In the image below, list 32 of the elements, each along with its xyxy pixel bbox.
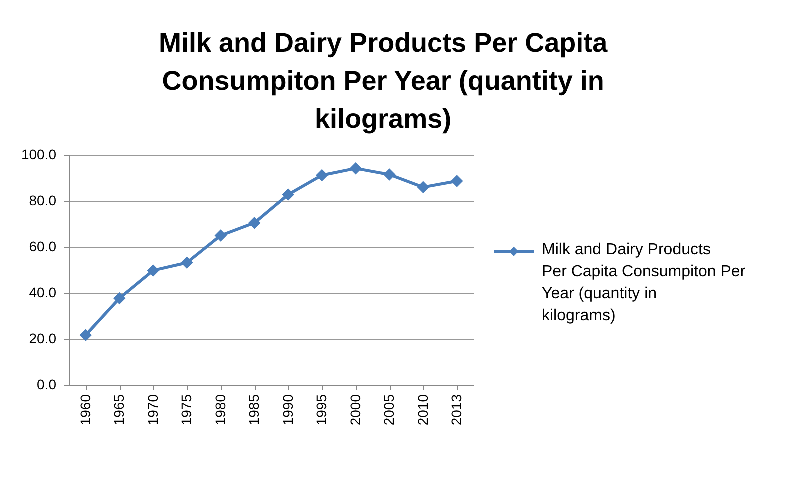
y-tick-label: 100.0 xyxy=(21,146,57,162)
point xyxy=(316,169,328,182)
x-tick-label: 1975 xyxy=(178,394,195,426)
y-tick-label: 20.0 xyxy=(29,330,57,346)
y-tick-label: 80.0 xyxy=(29,192,57,208)
x-tick-label: 2013 xyxy=(448,394,465,426)
point xyxy=(350,162,362,175)
x-tick-label: 1980 xyxy=(212,394,228,426)
point xyxy=(147,264,160,277)
x-tick-label: 1965 xyxy=(111,394,128,426)
x-tick-label: 1960 xyxy=(77,394,94,426)
point xyxy=(214,230,227,242)
point xyxy=(114,292,126,305)
point xyxy=(417,181,430,194)
x-tick-label: 2000 xyxy=(347,394,364,426)
x-tick-label: 1990 xyxy=(280,394,296,426)
y-tick-label: 60.0 xyxy=(29,238,57,254)
point xyxy=(248,216,261,230)
x-tick-label: 2005 xyxy=(381,394,398,426)
legend-label: Milk and Dairy Products Per Capita Consumpiton Per Year (quantity in kilograms) xyxy=(542,242,746,325)
y-tick-label: 40.0 xyxy=(29,284,57,300)
point xyxy=(451,175,464,188)
point xyxy=(80,329,92,342)
x-tick-label: 1985 xyxy=(246,394,262,426)
point xyxy=(181,256,194,269)
y-tick-label: 0.0 xyxy=(37,376,57,392)
point xyxy=(282,188,294,201)
point xyxy=(384,168,396,181)
chart-title: Milk and Dairy Products Per Capita Consumpiton Per Year (quantity in kilograms) xyxy=(159,28,609,134)
x-tick-label: 1995 xyxy=(314,394,330,426)
x-tick-label: 1970 xyxy=(144,394,161,426)
x-tick-label: 2010 xyxy=(414,394,431,426)
